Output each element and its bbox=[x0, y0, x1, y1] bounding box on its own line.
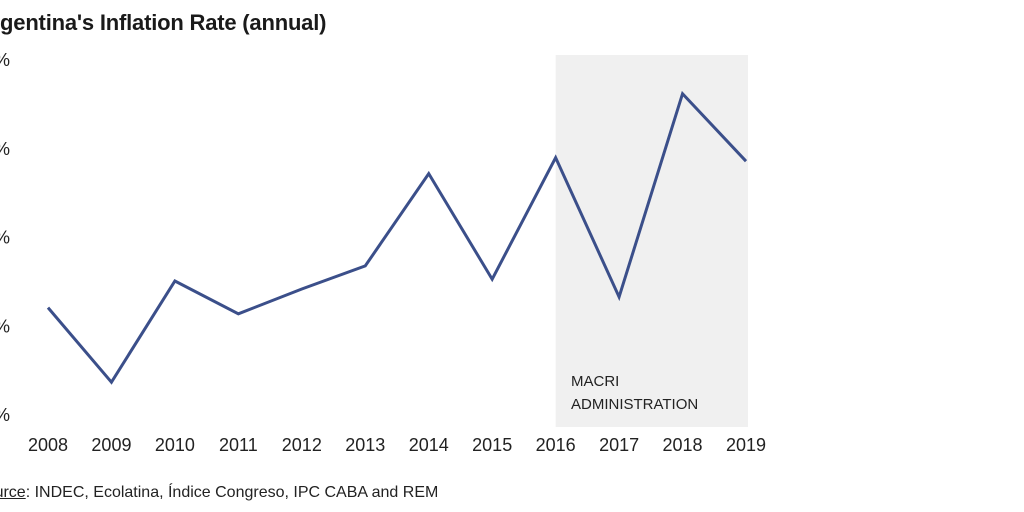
y-tick-label: 40% bbox=[0, 139, 10, 159]
x-tick-label: 2011 bbox=[219, 435, 258, 455]
annotation-line-2: ADMINISTRATION bbox=[571, 396, 698, 413]
x-tick-label: 2019 bbox=[726, 435, 766, 455]
x-tick-label: 2009 bbox=[91, 435, 131, 455]
x-tick-label: 2013 bbox=[345, 435, 385, 455]
macri-administration-shading bbox=[555, 55, 748, 427]
x-tick-label: 2008 bbox=[28, 435, 68, 455]
x-tick-label: 2015 bbox=[472, 435, 512, 455]
source-text: : INDEC, Ecolatina, Índice Congreso, IPC… bbox=[25, 484, 439, 501]
x-tick-label: 2016 bbox=[536, 435, 576, 455]
x-tick-label: 2010 bbox=[155, 435, 195, 455]
y-tick-label: 10% bbox=[0, 405, 10, 425]
x-tick-label: 2014 bbox=[409, 435, 449, 455]
y-tick-label: 50% bbox=[0, 50, 10, 70]
y-tick-label: 20% bbox=[0, 316, 10, 336]
y-tick-label: 30% bbox=[0, 228, 10, 248]
chart-title: Argentina's Inflation Rate (annual) bbox=[0, 10, 327, 35]
x-tick-label: 2018 bbox=[663, 435, 703, 455]
annotation-line-1: MACRI bbox=[571, 373, 619, 390]
inflation-series-line bbox=[46, 90, 748, 385]
x-tick-label: 2017 bbox=[599, 435, 639, 455]
source-label: Source bbox=[0, 484, 26, 501]
source-note: Source: INDEC, Ecolatina, Índice Congres… bbox=[0, 484, 438, 502]
x-tick-label: 2012 bbox=[282, 435, 322, 455]
